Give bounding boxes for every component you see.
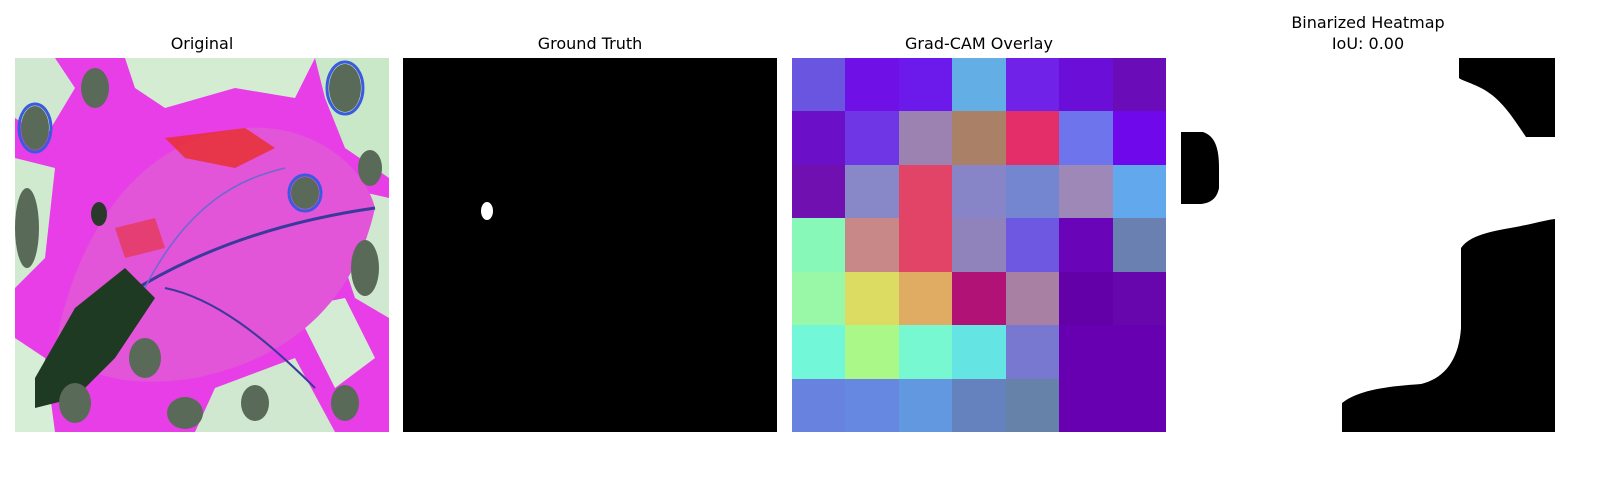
gradcam-cell (1006, 165, 1059, 218)
iou-score-text: IoU: 0.00 (1331, 34, 1405, 53)
gradcam-cell (1006, 272, 1059, 325)
ground-truth-svg (403, 58, 777, 432)
gradcam-cell (1113, 325, 1166, 379)
binarized-panel-title: Binarized Heatmap IoU: 0.00 (1181, 12, 1555, 54)
gradcam-overlay (792, 58, 1166, 432)
gradcam-cell (1059, 325, 1113, 379)
gradcam-cell (845, 379, 899, 432)
gradcam-cell (792, 272, 845, 325)
gradcam-cell (1059, 111, 1113, 165)
gradcam-cell (845, 218, 899, 272)
gradcam-cell (952, 272, 1006, 325)
binarized-heatmap (1181, 58, 1555, 432)
gradcam-cell (1006, 379, 1059, 432)
gradcam-cell (899, 58, 952, 111)
gradcam-cell (1006, 325, 1059, 379)
gradcam-cell (899, 325, 952, 379)
gradcam-grid (792, 58, 1166, 432)
gradcam-cell (1059, 379, 1113, 432)
gradcam-cell (792, 218, 845, 272)
gradcam-cell (1113, 58, 1166, 111)
ground-truth-panel-title: Ground Truth (403, 33, 777, 54)
gradcam-title-text: Grad-CAM Overlay (905, 34, 1053, 53)
ground-truth-blob (481, 202, 493, 220)
gradcam-cell (845, 58, 899, 111)
gradcam-cell (792, 111, 845, 165)
gradcam-cell (1113, 165, 1166, 218)
binarized-title-text: Binarized Heatmap (1291, 13, 1445, 32)
gradcam-cell (1059, 272, 1113, 325)
gradcam-cell (899, 165, 952, 218)
gradcam-cell (1006, 218, 1059, 272)
gradcam-cell (792, 325, 845, 379)
gradcam-cell (952, 379, 1006, 432)
gradcam-cell (899, 111, 952, 165)
gradcam-cell (792, 58, 845, 111)
gradcam-cell (952, 111, 1006, 165)
original-title-text: Original (170, 34, 234, 53)
original-panel-title: Original (15, 33, 389, 54)
gradcam-cell (845, 272, 899, 325)
gradcam-cell (1113, 272, 1166, 325)
gradcam-cell (952, 218, 1006, 272)
gradcam-cell (1006, 58, 1059, 111)
gradcam-cell (952, 165, 1006, 218)
gradcam-cell (1113, 111, 1166, 165)
original-image (15, 58, 389, 432)
gradcam-cell (1113, 379, 1166, 432)
ground-truth-mask (403, 58, 777, 432)
gradcam-cell (899, 379, 952, 432)
gradcam-cell (845, 111, 899, 165)
gradcam-panel-title: Grad-CAM Overlay (792, 33, 1166, 54)
binarized-svg (1181, 58, 1555, 432)
ground-truth-title-text: Ground Truth (537, 34, 643, 53)
gradcam-cell (1113, 218, 1166, 272)
gradcam-cell (899, 272, 952, 325)
gradcam-cell (1059, 165, 1113, 218)
gradcam-cell (1059, 218, 1113, 272)
gradcam-cell (899, 218, 952, 272)
gradcam-cell (845, 325, 899, 379)
gradcam-cell (792, 165, 845, 218)
leaf-image (15, 58, 389, 432)
gradcam-cell (1006, 111, 1059, 165)
gradcam-cell (1059, 58, 1113, 111)
gradcam-cell (952, 58, 1006, 111)
gradcam-cell (952, 325, 1006, 379)
gradcam-cell (792, 379, 845, 432)
gradcam-cell (845, 165, 899, 218)
